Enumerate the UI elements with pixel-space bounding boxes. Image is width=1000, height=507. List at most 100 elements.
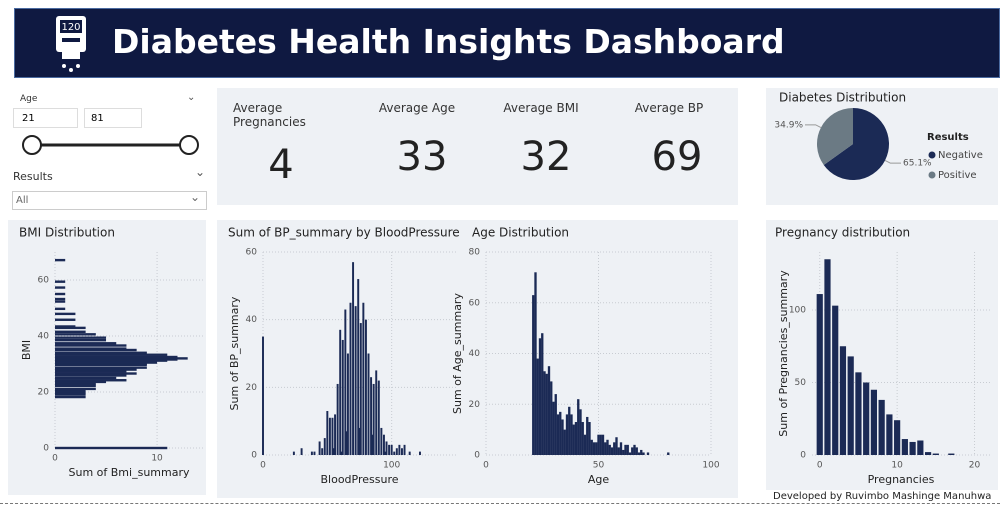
age-filter-label: Age: [20, 94, 38, 104]
bar: [574, 422, 578, 455]
y-tick-label: 0: [43, 444, 49, 454]
bar: [352, 262, 355, 455]
bar: [362, 302, 365, 455]
age-max-input[interactable]: 81: [84, 108, 142, 128]
bar: [583, 434, 587, 455]
bar: [55, 384, 96, 388]
results-selected: All: [16, 195, 29, 206]
bar: [538, 338, 542, 455]
bar: [55, 374, 127, 377]
y-tick-label: 20: [469, 400, 481, 410]
bar: [55, 393, 86, 396]
chart-title: BMI Distribution: [19, 226, 115, 240]
bar: [565, 414, 569, 455]
chevron[interactable]: ⌄: [187, 92, 196, 103]
bar: [328, 417, 331, 455]
header: [14, 8, 1000, 78]
bar: [398, 444, 401, 455]
bar: [403, 444, 406, 455]
x-tick-label: 0: [52, 454, 58, 464]
bar: [581, 422, 584, 455]
bar: [543, 371, 546, 455]
bar: [55, 357, 188, 360]
x-axis-label: BloodPressure: [320, 473, 398, 486]
bar: [545, 373, 548, 455]
bar: [382, 434, 385, 455]
bar: [824, 259, 831, 455]
y-axis-label: Sum of Age_summary: [451, 293, 464, 414]
bar: [262, 336, 264, 455]
kpi-label: Average BP: [634, 101, 704, 115]
x-tick-label: 0: [817, 461, 823, 471]
legend-title: Results: [927, 132, 969, 143]
bar: [357, 279, 360, 455]
kpi-value: 69: [651, 134, 703, 180]
bar: [592, 442, 596, 455]
x-tick-label: 10: [151, 454, 163, 464]
bar: [377, 380, 380, 455]
bp-age-panel: [217, 220, 738, 498]
bar: [601, 434, 605, 455]
y-tick-label: 100: [789, 306, 806, 316]
leader-line: [884, 159, 901, 164]
kpi-label: Average BMI: [503, 101, 579, 115]
bar: [559, 411, 562, 455]
pie-slice: [823, 108, 890, 180]
bar: [948, 453, 955, 455]
y-tick-label: 0: [251, 451, 257, 461]
bar: [55, 347, 127, 350]
bar: [924, 452, 932, 455]
y-tick-label: 80: [469, 248, 481, 258]
bar: [547, 366, 551, 455]
bar: [863, 382, 870, 455]
bar: [384, 451, 387, 455]
bar: [55, 366, 147, 369]
y-tick-label: 20: [246, 383, 258, 393]
bar: [870, 389, 878, 455]
age-min-input[interactable]: 21: [13, 108, 78, 128]
bar: [577, 399, 580, 455]
bar: [55, 391, 86, 395]
y-axis-label: BMI: [20, 340, 33, 360]
bar: [370, 377, 373, 455]
bar: [55, 387, 96, 391]
bar: [55, 339, 107, 342]
bar: [894, 420, 901, 455]
bar: [552, 401, 555, 455]
y-tick-label: 40: [38, 332, 50, 342]
bar: [388, 444, 391, 455]
bar: [55, 353, 168, 356]
age-slider[interactable]: [18, 133, 204, 157]
bar: [619, 442, 623, 455]
legend-marker: [928, 151, 936, 159]
bar: [313, 451, 316, 455]
y-tick-label: 60: [246, 248, 258, 258]
bar: [570, 414, 573, 455]
bar: [855, 372, 862, 455]
bar: [55, 342, 117, 345]
bar: [541, 333, 544, 455]
bar: [646, 452, 650, 455]
chevron[interactable]: ⌄: [195, 165, 206, 179]
bar: [408, 451, 411, 455]
bar: [631, 447, 634, 455]
bar: [595, 442, 598, 455]
data-label: 34.9%: [774, 120, 803, 130]
legend-label: Positive: [938, 170, 977, 181]
bar: [331, 417, 334, 455]
bar: [550, 381, 553, 455]
results-dropdown[interactable]: All ⌄: [12, 190, 207, 210]
bar: [579, 409, 582, 455]
x-axis-label: Sum of Bmi_summary: [69, 466, 190, 479]
bar: [55, 379, 127, 382]
bar: [55, 312, 76, 316]
bar: [332, 448, 335, 455]
bar: [358, 427, 361, 455]
bar: [588, 422, 591, 455]
bar: [909, 441, 916, 455]
bar: [55, 372, 137, 375]
bar: [418, 451, 421, 455]
bar: [626, 444, 629, 455]
bar: [400, 448, 403, 455]
bar: [839, 346, 847, 455]
